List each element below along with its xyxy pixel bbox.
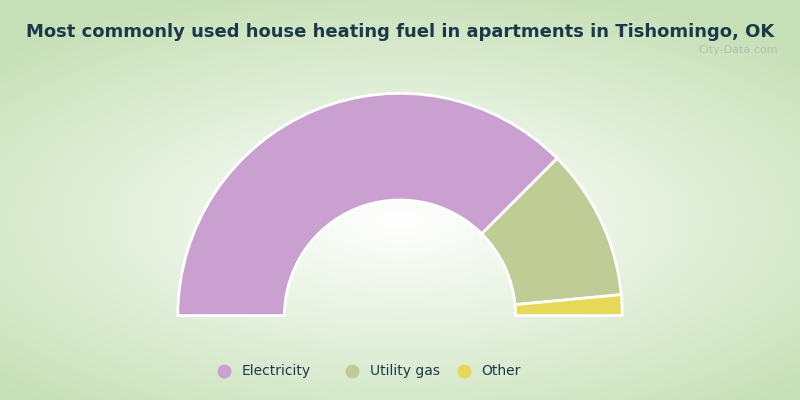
Wedge shape bbox=[482, 158, 622, 305]
Text: Most commonly used house heating fuel in apartments in Tishomingo, OK: Most commonly used house heating fuel in… bbox=[26, 23, 774, 41]
Wedge shape bbox=[515, 295, 622, 316]
Text: City-Data.com: City-Data.com bbox=[698, 45, 778, 55]
Wedge shape bbox=[178, 93, 557, 316]
Text: Electricity: Electricity bbox=[242, 364, 310, 378]
Text: Utility gas: Utility gas bbox=[370, 364, 440, 378]
Text: Other: Other bbox=[482, 364, 521, 378]
